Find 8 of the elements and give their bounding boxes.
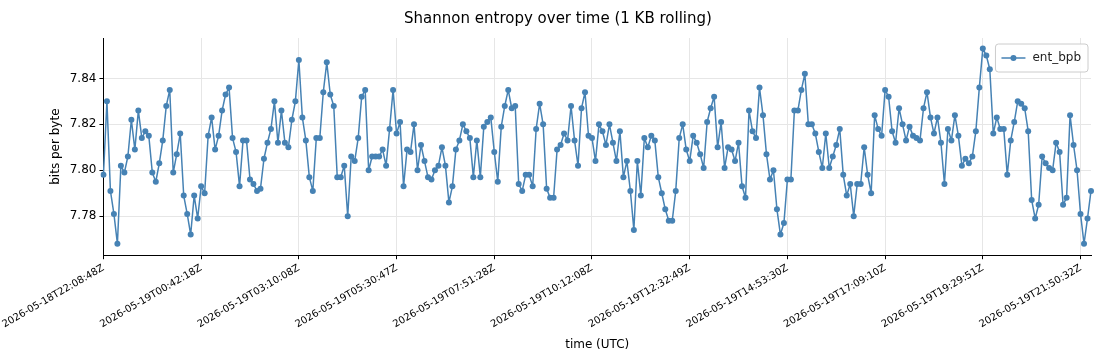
x-axis-title: time (UTC) <box>565 336 630 351</box>
y-axis-title: bits per byte <box>47 108 62 185</box>
y-tick-label: 7.78 <box>69 208 97 223</box>
legend-label: ent_bpb <box>1032 50 1081 65</box>
y-tick-label: 7.80 <box>69 162 97 177</box>
chart-title: Shannon entropy over time (1 KB rolling) <box>404 8 712 27</box>
y-tick-label: 7.84 <box>69 70 97 85</box>
y-tick-label: 7.82 <box>69 116 97 131</box>
